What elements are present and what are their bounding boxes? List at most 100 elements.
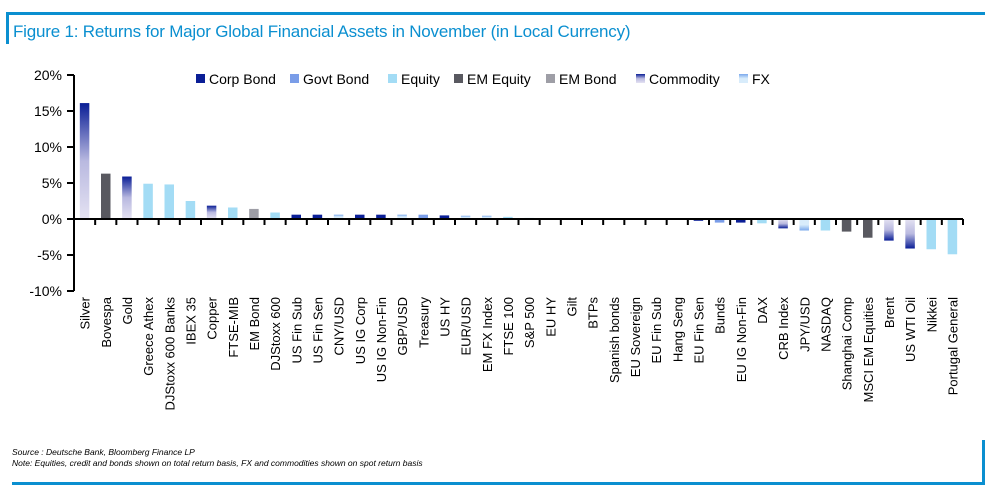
- y-tick-label: 0%: [42, 211, 62, 227]
- bar-djstoxx-600-banks: [164, 184, 174, 219]
- legend-swatch-equity: [388, 74, 397, 83]
- x-tick-label: Portugal General: [945, 297, 960, 395]
- bar-us-ig-non-fin: [376, 214, 386, 219]
- frame-right-border: [982, 440, 985, 485]
- frame-left-border: [6, 12, 9, 44]
- bar-us-fin-sub: [291, 214, 301, 219]
- bar-eur-usd: [460, 215, 471, 219]
- bars: [79, 103, 958, 255]
- bar-bovespa: [101, 173, 111, 219]
- x-tick-label: EU Fin Sen: [691, 297, 706, 363]
- bar-gold: [122, 176, 132, 219]
- bar-portugal-general: [947, 219, 958, 255]
- note-text: Note: Equities, credit and bonds shown o…: [12, 458, 423, 468]
- x-tick-label: Spanish bonds: [607, 297, 622, 384]
- frame-top-border: [6, 12, 985, 15]
- bar-em-bond: [249, 208, 259, 219]
- x-tick-label: CNY/USD: [332, 297, 347, 356]
- bar-cny-usd: [333, 214, 344, 219]
- bar-ibex-35: [185, 201, 196, 219]
- y-tick-label: 15%: [34, 103, 62, 119]
- legend-label-commodity: Commodity: [649, 71, 720, 87]
- bar-gbp-usd: [397, 214, 407, 219]
- legend-label-equity: Equity: [401, 71, 440, 87]
- y-tick-label: -10%: [29, 283, 62, 299]
- legend-swatch-emeq: [454, 74, 463, 83]
- x-tick-label: US HY: [437, 297, 452, 337]
- x-tick-label: Greece Athex: [141, 297, 156, 376]
- x-tick-label: FTSE-MIB: [226, 297, 241, 358]
- x-tick-label: EU IG Non-Fin: [734, 297, 749, 382]
- bar-us-ig-corp: [355, 214, 365, 219]
- chart-footnote: Source : Deutsche Bank, Bloomberg Financ…: [12, 447, 423, 469]
- x-tick-label: US Fin Sub: [289, 297, 304, 363]
- bar-nikkei: [926, 219, 936, 250]
- legend-swatch-embond: [546, 74, 555, 83]
- bar-ftse-mib: [228, 207, 238, 219]
- x-tick-label: Copper: [205, 296, 220, 339]
- x-tick-label: DJStoxx 600: [268, 297, 283, 371]
- x-tick-label: Silver: [78, 296, 93, 329]
- bar-eu-ig-non-fin: [736, 219, 746, 223]
- x-tick-label: IBEX 35: [183, 297, 198, 345]
- x-tick-label: FTSE 100: [501, 297, 516, 356]
- x-tick-label: Bunds: [713, 297, 728, 334]
- legend-swatch-corp: [196, 74, 205, 83]
- bar-bunds: [714, 219, 725, 223]
- y-tick-label: 20%: [34, 67, 62, 83]
- x-tick-label: Bovespa: [99, 296, 114, 347]
- x-tick-label: US IG Non-Fin: [374, 297, 389, 382]
- x-tick-label: EU Fin Sub: [649, 297, 664, 363]
- x-tick-label: US WTI Oil: [903, 297, 918, 362]
- bar-greece-athex: [143, 183, 153, 219]
- x-tick-label: EM Bond: [247, 297, 262, 350]
- bar-brent: [884, 219, 894, 241]
- bar-crb-index: [778, 219, 788, 229]
- x-tick-label: GBP/USD: [395, 297, 410, 356]
- bar-us-hy: [439, 215, 450, 219]
- legend-label-emeq: EM Equity: [467, 71, 531, 87]
- bar-shanghai-comp: [841, 219, 852, 232]
- x-tick-label: Brent: [882, 297, 897, 328]
- legend-label-govt: Govt Bond: [303, 71, 369, 87]
- legend-label-embond: EM Bond: [559, 71, 617, 87]
- legend: Corp Bond Govt Bond Equity EM Equity EM Bond…: [196, 71, 771, 87]
- x-tick-label: EU HY: [543, 297, 558, 337]
- x-tick-label: MSCI EM Equities: [861, 297, 876, 403]
- bar-us-wti-oil: [905, 219, 915, 249]
- x-tick-label: NASDAQ: [818, 297, 833, 352]
- x-tick-label: DJStoxx 600 Banks: [162, 297, 177, 411]
- x-tick-label: DAX: [755, 297, 770, 324]
- x-tick-label: Gold: [120, 297, 135, 324]
- x-tick-label: BTPs: [586, 297, 601, 329]
- legend-label-fx: FX: [752, 71, 771, 87]
- x-tick-label: S&P 500: [522, 297, 537, 348]
- axes: 20% 15% 10% 5% 0% -5% -10% Silver Bovespa Gold Gre…: [29, 67, 964, 411]
- y-tick-label: 10%: [34, 139, 62, 155]
- bar-nasdaq: [820, 219, 831, 231]
- x-tick-label: Hang Seng: [670, 297, 685, 362]
- x-tick-label: Nikkei: [924, 297, 939, 333]
- bar-em-fx-index: [482, 215, 492, 219]
- bar-treasury: [418, 214, 428, 219]
- x-tick-label: Gilt: [564, 297, 579, 317]
- bar-djstoxx-600: [270, 212, 280, 219]
- bar-ftse-100: [503, 216, 513, 219]
- legend-swatch-commodity: [636, 74, 645, 83]
- x-tick-label: EU Sovereign: [628, 297, 643, 377]
- legend-label-corp: Corp Bond: [209, 71, 276, 87]
- x-tick-label: US Fin Sen: [310, 297, 325, 363]
- x-tick-label: US IG Corp: [353, 297, 368, 364]
- bar-silver: [79, 103, 90, 219]
- bar-msci-em-equities: [863, 219, 873, 238]
- source-text: Source : Deutsche Bank, Bloomberg Financ…: [12, 447, 195, 457]
- x-tick-label: JPY/USD: [797, 297, 812, 352]
- y-tick-label: -5%: [37, 247, 62, 263]
- legend-swatch-govt: [290, 74, 299, 83]
- x-tick-label: EM FX Index: [480, 297, 495, 373]
- x-tick-label: CRB Index: [776, 297, 791, 360]
- bar-copper: [206, 205, 217, 219]
- x-tick-label: Treasury: [416, 297, 431, 348]
- y-tick-label: 5%: [42, 175, 62, 191]
